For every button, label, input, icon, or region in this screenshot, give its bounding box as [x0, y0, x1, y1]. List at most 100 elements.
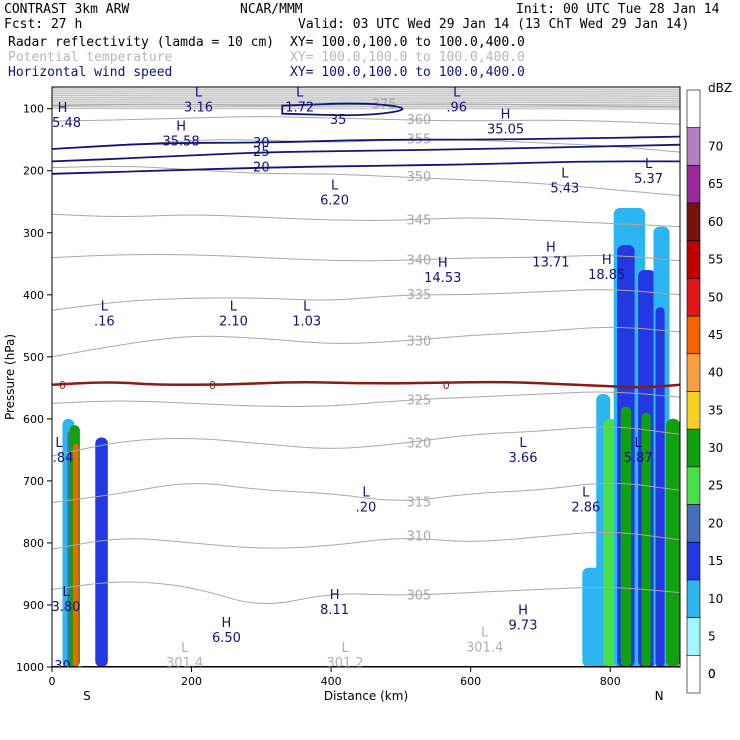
- organization: NCAR/MMM: [240, 2, 303, 17]
- theta-label-305: 305: [406, 589, 431, 604]
- extremum-value: 13.71: [532, 256, 569, 271]
- colorbar-unit: dBZ: [708, 81, 732, 95]
- theta-contour-335: [52, 289, 680, 311]
- theta-label-315: 315: [406, 496, 431, 511]
- extremum-low-marker: L: [62, 585, 70, 600]
- extremum-value: 6.20: [320, 194, 349, 209]
- wind-label-20: 20: [253, 161, 270, 176]
- extremum-value: 3.66: [509, 451, 538, 466]
- x-tick-label: 800: [600, 675, 621, 688]
- extremum-value: 18.85: [588, 268, 625, 283]
- extremum-value: .20: [356, 501, 377, 516]
- theta-contour-340: [52, 253, 680, 262]
- theta-label-350: 350: [406, 170, 431, 185]
- y-tick-label: 300: [23, 227, 44, 240]
- theta-label-320: 320: [406, 437, 431, 452]
- theta-label-340: 340: [406, 254, 431, 269]
- x-tick-label: 600: [460, 675, 481, 688]
- extremum-low-marker: L: [645, 157, 653, 172]
- theta-contour-upper: [52, 97, 680, 99]
- theta-contour-360: [52, 116, 680, 125]
- x-tick-label: 200: [181, 675, 202, 688]
- colorbar-level-label: 35: [708, 403, 723, 417]
- extremum-low-marker: L: [582, 486, 590, 501]
- wind-contour-25: [52, 143, 680, 163]
- extremum-high-marker: H: [501, 107, 511, 122]
- colorbar-swatch: [686, 89, 701, 128]
- colorbar-swatch: [686, 428, 701, 468]
- field-reflectivity-xy: XY= 100.0,100.0 to 100.0,400.0: [290, 35, 525, 50]
- forecast-hour: Fcst: 27 h: [4, 17, 83, 32]
- valid-time: Valid: 03 UTC Wed 29 Jan 14 (13 ChT Wed …: [298, 17, 690, 32]
- wind-label-30: 30: [253, 136, 270, 151]
- extremum-value: 9.73: [509, 619, 538, 634]
- x-tick-label: 0: [49, 675, 56, 688]
- colorbar-level-label: 20: [708, 516, 723, 530]
- theta-label-325: 325: [406, 393, 431, 408]
- y-tick-label: 700: [23, 475, 44, 488]
- extremum-high-marker: H: [546, 241, 556, 256]
- theta-contour-330: [52, 326, 680, 358]
- theta-contour-upper: [52, 90, 680, 93]
- extremum-high-marker: H: [602, 253, 612, 268]
- extremum-value: 3.16: [184, 101, 213, 116]
- theta-contour-upper: [52, 88, 680, 91]
- x-axis-title: Distance (km): [324, 689, 408, 703]
- extremum-value: 8.11: [320, 603, 349, 618]
- extremum-value: 4.84: [45, 451, 74, 466]
- zero-line-label: 0: [443, 379, 450, 392]
- colorbar-swatch: [686, 278, 701, 317]
- extremum-low-marker: L: [55, 436, 63, 451]
- colorbar-swatch: [686, 655, 701, 694]
- theta-contour-upper: [52, 99, 680, 102]
- extremum-value: 35.58: [162, 135, 199, 150]
- extremum-value: 30: [54, 659, 71, 674]
- colorbar-swatch: [686, 127, 701, 166]
- theta-contour-305: [52, 581, 680, 605]
- y-tick-label: 500: [23, 351, 44, 364]
- colorbar-swatch: [686, 617, 701, 656]
- colorbar-swatch: [686, 391, 701, 430]
- x-tick-label: 400: [321, 675, 342, 688]
- colorbar-level-label: 50: [708, 290, 723, 304]
- extremum-high-marker: H: [222, 616, 232, 631]
- reflectivity-cell: [95, 437, 108, 667]
- extremum-value: 301.2: [326, 656, 363, 671]
- zero-line: [52, 380, 680, 389]
- extremum-low-marker: L: [195, 86, 203, 101]
- y-tick-label: 600: [23, 413, 44, 426]
- extremum-low-marker: L: [101, 300, 109, 315]
- theta-contour-325: [52, 391, 680, 408]
- colorbar-swatch: [686, 353, 701, 392]
- extremum-low-marker: L: [453, 86, 461, 101]
- zero-line-label: 0: [59, 379, 66, 392]
- extremum-value: 2.10: [219, 315, 248, 330]
- extremum-value: 35.48: [44, 116, 81, 131]
- extremum-value: 2.86: [571, 501, 600, 516]
- extremum-low-marker: L: [635, 436, 643, 451]
- init-time: Init: 00 UTC Tue 28 Jan 14: [516, 2, 720, 17]
- extremum-high-marker: H: [330, 588, 340, 603]
- extremum-high-marker: H: [176, 120, 186, 135]
- product-title: CONTRAST 3km ARW: [4, 2, 130, 17]
- colorbar-swatch: [686, 202, 701, 242]
- y-tick-label: 400: [23, 289, 44, 302]
- extremum-high-marker: H: [518, 604, 528, 619]
- extremum-value: .16: [94, 315, 115, 330]
- extremum-value: 5.37: [634, 172, 663, 187]
- colorbar-level-label: 15: [708, 554, 723, 568]
- colorbar-level-label: 0: [708, 667, 716, 681]
- extremum-value: 6.50: [212, 631, 241, 646]
- x-end-label-north: N: [655, 689, 664, 703]
- colorbar-level-label: 55: [708, 253, 723, 267]
- colorbar-swatch: [686, 579, 701, 618]
- extremum-value: 35.05: [487, 122, 524, 137]
- field-theta-xy: XY= 100.0,100.0 to 100.0,400.0: [290, 50, 525, 65]
- extremum-value: 1.72: [285, 101, 314, 116]
- extremum-value: 5.43: [550, 181, 579, 196]
- wind-contour-30: [52, 135, 680, 150]
- y-tick-label: 900: [23, 599, 44, 612]
- reflectivity-cell: [641, 412, 651, 667]
- extremum-low-marker: L: [519, 436, 527, 451]
